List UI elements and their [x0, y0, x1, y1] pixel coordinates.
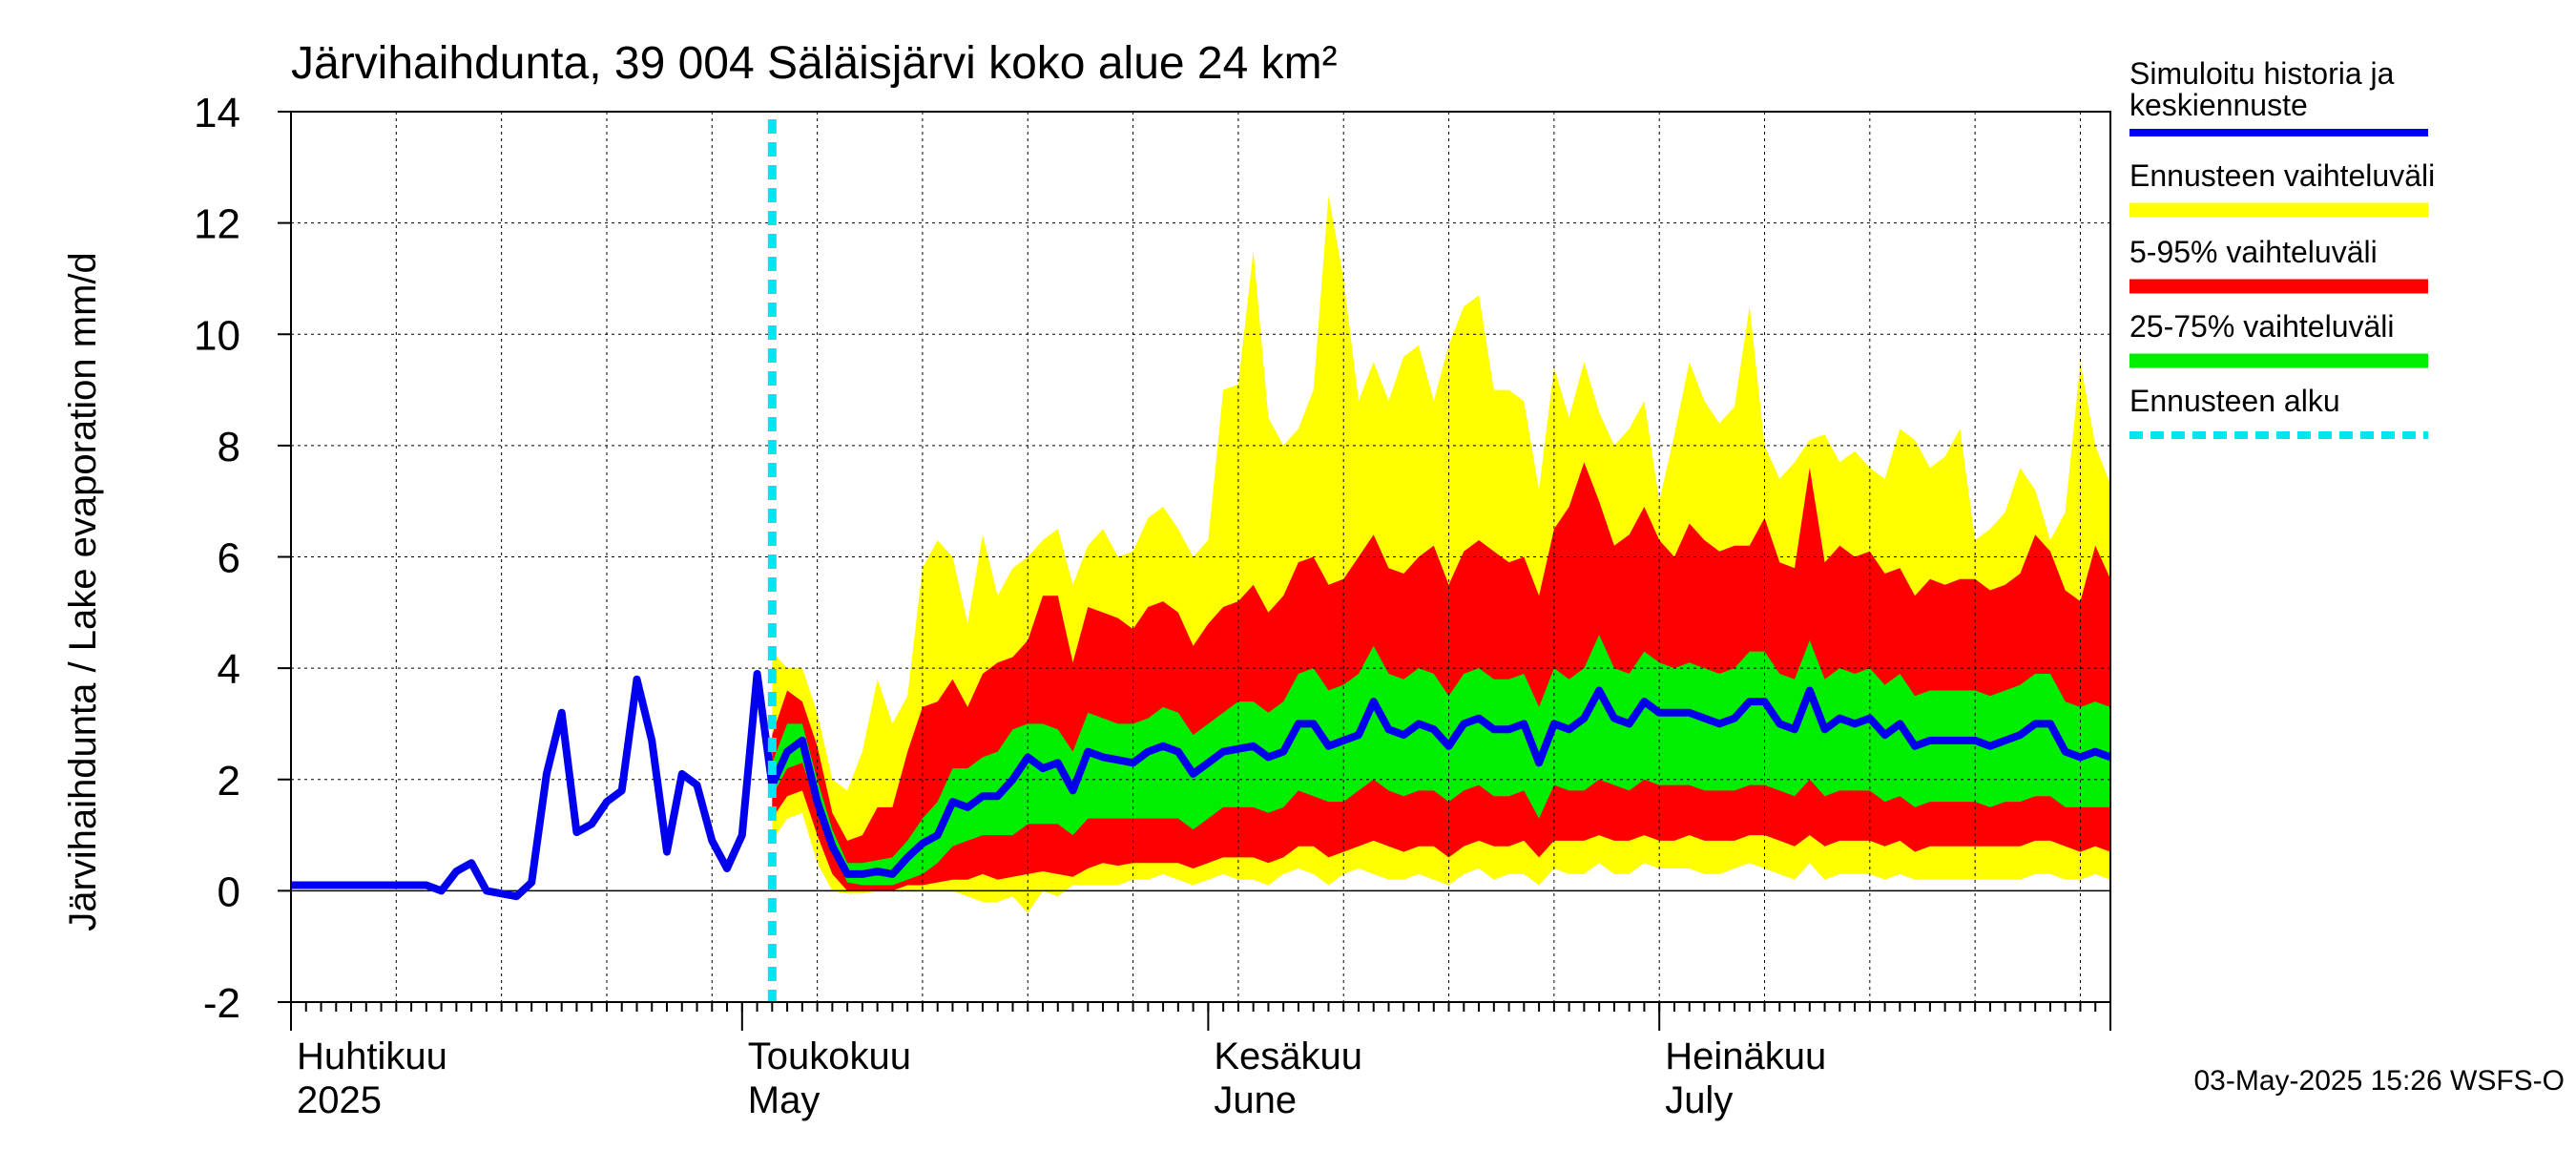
month-label-en: June [1214, 1079, 1297, 1121]
series [291, 119, 2112, 1002]
y-tick-label: 6 [218, 535, 240, 582]
y-tick-label: 12 [194, 201, 240, 248]
legend-label: Simuloitu historia ja [2129, 56, 2395, 91]
month-label-fi: Heinäkuu [1665, 1035, 1826, 1077]
month-label-fi: Toukokuu [748, 1035, 911, 1077]
history-line [291, 670, 777, 901]
month-label-en: 2025 [297, 1079, 382, 1121]
y-tick-label: 4 [218, 646, 240, 693]
legend-label: 25-75% vaihteluväli [2129, 309, 2395, 344]
y-tick-label: 0 [218, 868, 240, 915]
grid [291, 112, 2110, 1002]
y-tick-label: 10 [194, 312, 240, 359]
y-tick-label: 8 [218, 424, 240, 470]
footer-timestamp: 03-May-2025 15:26 WSFS-O [2194, 1065, 2566, 1097]
month-label-en: July [1665, 1079, 1733, 1121]
legend-label: 5-95% vaihteluväli [2129, 235, 2378, 269]
band-25-75 [772, 635, 2110, 886]
forecast-bands [772, 195, 2110, 913]
y-tick-label: 2 [218, 758, 240, 805]
y-axis-label: Järvihaihdunta / Lake evaporation mm/d [62, 252, 104, 931]
forecast-mean-line [768, 686, 2112, 878]
legend-label: Ennusteen alku [2129, 384, 2340, 418]
month-label-fi: Kesäkuu [1214, 1035, 1362, 1077]
y-tick-label: 14 [194, 90, 240, 136]
month-label-fi: Huhtikuu [297, 1035, 447, 1077]
legend-label: keskiennuste [2129, 88, 2308, 122]
legend-label: Ennusteen vaihteluväli [2129, 158, 2435, 193]
chart-title: Järvihaihdunta, 39 004 Säläisjärvi koko … [291, 38, 1338, 89]
month-label-en: May [748, 1079, 821, 1121]
y-tick-label: -2 [203, 980, 240, 1027]
